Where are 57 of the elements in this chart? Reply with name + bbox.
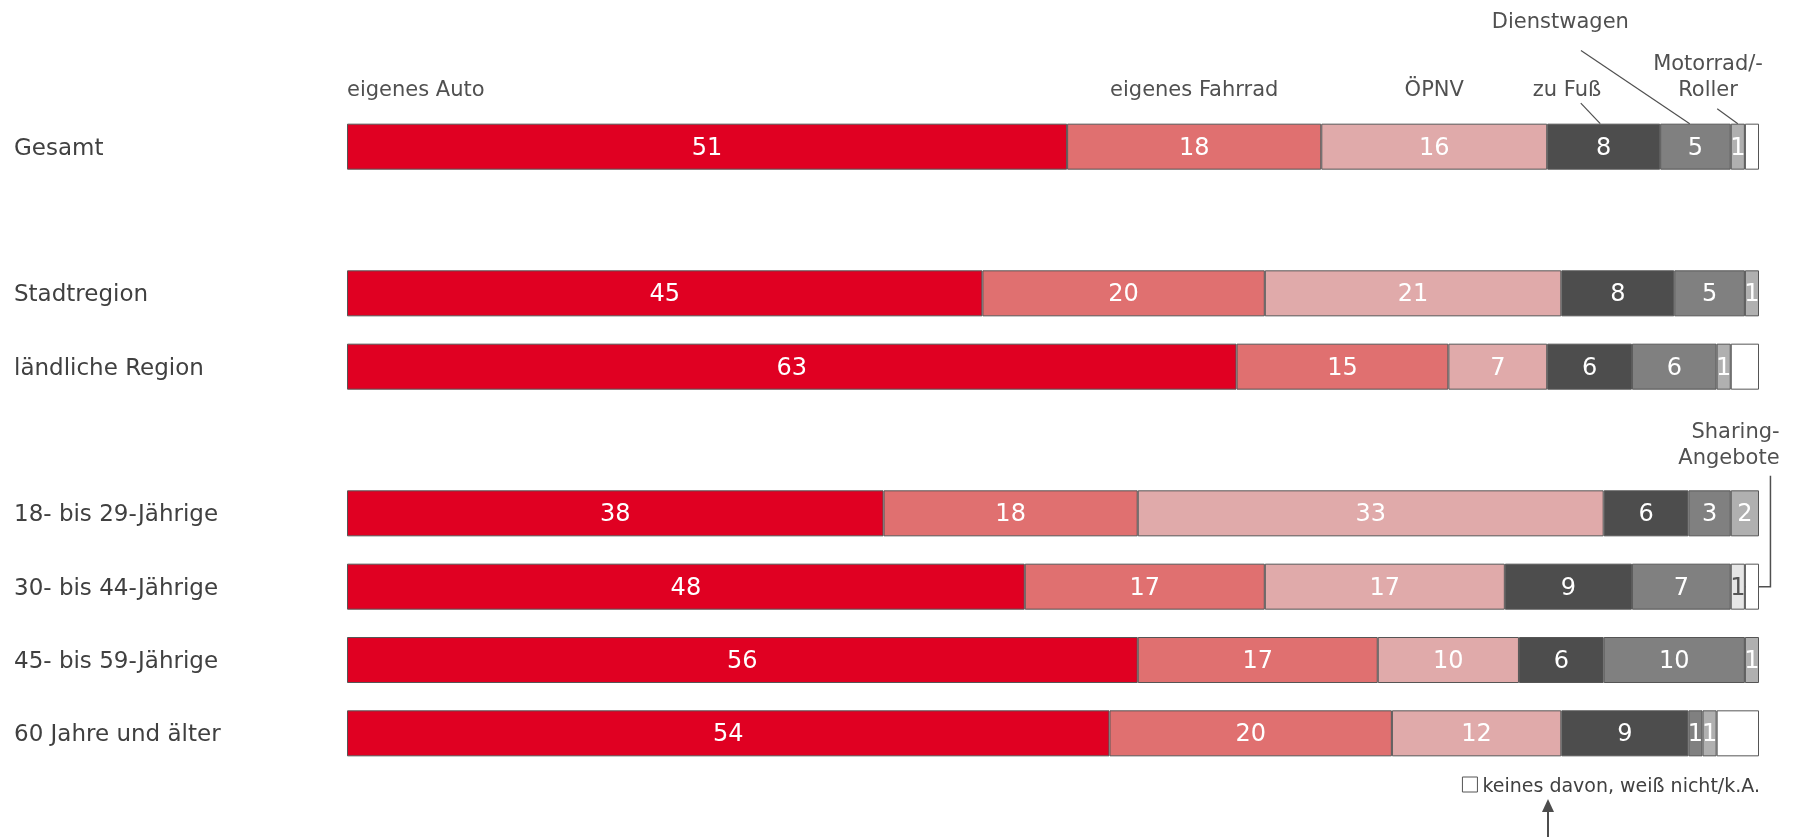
data-label: 45 — [649, 279, 680, 308]
data-label: 18 — [995, 499, 1026, 528]
data-label: 33 — [1355, 499, 1386, 528]
data-label: 56 — [727, 646, 758, 674]
data-label: 17 — [1129, 572, 1161, 601]
data-label: 51 — [691, 132, 723, 161]
data-label: 21 — [1397, 279, 1429, 308]
data-label: 48 — [670, 572, 702, 601]
data-label: 20 — [1235, 719, 1266, 748]
data-label: 9 — [1560, 572, 1577, 601]
data-label: 1 — [1730, 572, 1746, 601]
data-label: 38 — [600, 499, 631, 528]
data-label: 63 — [776, 352, 808, 381]
data-label: 10 — [1659, 646, 1690, 674]
y-tick-label: 60 Jahre und älter — [14, 720, 222, 747]
data-label: 5 — [1687, 132, 1704, 161]
data-label: 16 — [1418, 132, 1450, 161]
y-tick-label: 45- bis 59-Jährige — [14, 647, 219, 673]
series-label: eigenes Fahrrad — [1110, 76, 1279, 101]
y-tick-label: 18- bis 29-Jährige — [14, 500, 219, 527]
data-label: 8 — [1610, 279, 1626, 308]
data-label: 3 — [1701, 499, 1718, 528]
series-label: zu Fuß — [1532, 76, 1602, 101]
y-tick-label: Gesamt — [14, 133, 104, 160]
y-tick-label: ländliche Region — [14, 353, 204, 380]
y-tick-label: 30- bis 44-Jährige — [14, 573, 219, 600]
data-label: 5 — [1701, 279, 1718, 308]
data-label: 6 — [1666, 352, 1682, 381]
data-label: 12 — [1461, 719, 1492, 748]
text: Sharing- Angebote — [1678, 418, 1780, 469]
data-label: 1 — [1744, 646, 1760, 674]
data-label: 6 — [1581, 352, 1598, 381]
y-tick-label: Stadtregion — [14, 280, 149, 307]
series-label: Motorrad/- Roller — [1653, 50, 1763, 101]
data-label: 18 — [1178, 132, 1210, 161]
data-label: 8 — [1596, 132, 1612, 161]
data-label: 6 — [1553, 646, 1569, 674]
data-label: 54 — [712, 719, 744, 748]
data-label: 9 — [1617, 719, 1633, 748]
data-label: 1 — [1687, 719, 1704, 748]
data-label: 17 — [1242, 646, 1274, 674]
data-label: 1 — [1701, 719, 1718, 748]
text: Dienstwagen — [1491, 9, 1629, 34]
data-label: 17 — [1369, 572, 1401, 601]
series-label: ÖPNV — [1404, 75, 1465, 101]
data-label: 1 — [1744, 279, 1760, 308]
data-label: 1 — [1730, 132, 1746, 161]
data-label: 20 — [1108, 279, 1139, 308]
data-label: 6 — [1638, 499, 1654, 528]
series-label: eigenes Auto — [347, 76, 485, 101]
data-label: 1 — [1716, 352, 1732, 381]
data-label: 2 — [1737, 499, 1753, 528]
data-label: 10 — [1433, 646, 1464, 674]
data-label: 7 — [1490, 352, 1506, 381]
legend-label: keines davon, weiß nicht/k.A. — [1482, 773, 1760, 796]
data-label: 7 — [1673, 572, 1689, 601]
data-label: 15 — [1327, 352, 1358, 381]
